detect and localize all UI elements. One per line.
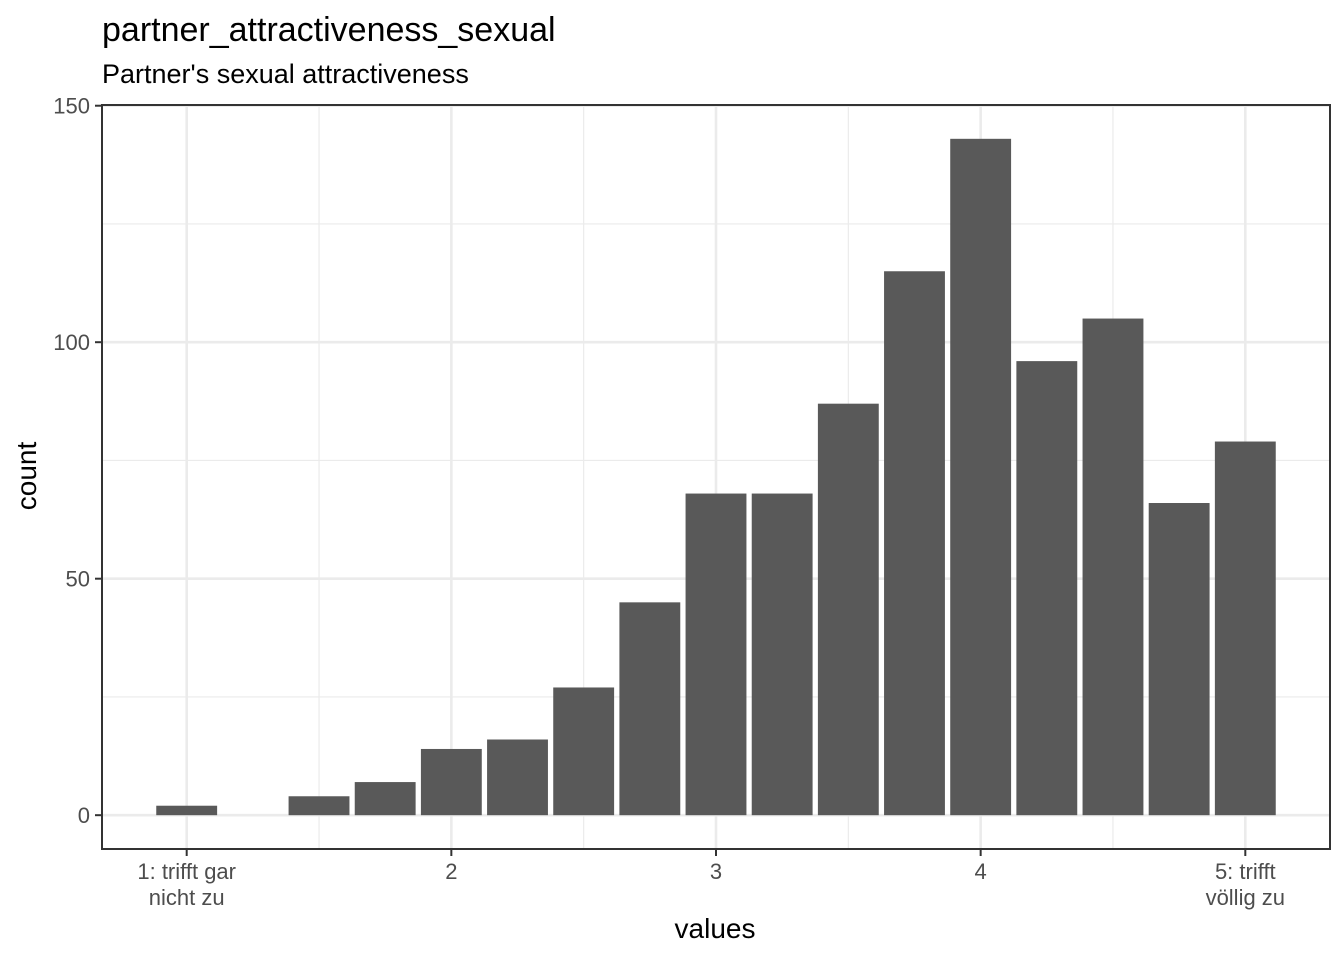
y-tick-label: 0	[78, 803, 90, 828]
bar	[1082, 318, 1144, 816]
x-tick-label: 2	[445, 859, 457, 884]
y-axis-title: count	[11, 442, 42, 511]
bar	[950, 138, 1012, 816]
axes: 0 50 100 150 1: trifft gar nicht zu 2 3 4 5: trif…	[53, 94, 1285, 910]
chart-subtitle: Partner's sexual attractiveness	[102, 59, 469, 89]
y-tick-label: 100	[53, 330, 90, 355]
x-axis-title: values	[675, 913, 756, 944]
bar	[487, 739, 548, 816]
bar	[420, 748, 482, 816]
x-tick-label: 1: trifft gar nicht zu	[137, 859, 236, 910]
bar	[685, 493, 747, 816]
bar	[751, 493, 813, 816]
bar	[1016, 361, 1078, 816]
bar	[288, 796, 350, 816]
bar	[553, 687, 615, 816]
bar	[156, 805, 218, 816]
bar	[1214, 441, 1276, 816]
bars	[156, 138, 1276, 816]
x-tick-label: 4	[975, 859, 987, 884]
bar	[1148, 503, 1210, 816]
x-tick-label: 3	[710, 859, 722, 884]
bar	[817, 403, 879, 816]
bar	[619, 602, 681, 816]
x-tick-label: 5: trifft völlig zu	[1206, 859, 1285, 910]
y-tick-label: 50	[66, 567, 90, 592]
bar	[884, 271, 945, 816]
chart-title: partner_attractiveness_sexual	[102, 11, 556, 49]
bar	[354, 782, 416, 816]
y-tick-label: 150	[53, 94, 90, 119]
